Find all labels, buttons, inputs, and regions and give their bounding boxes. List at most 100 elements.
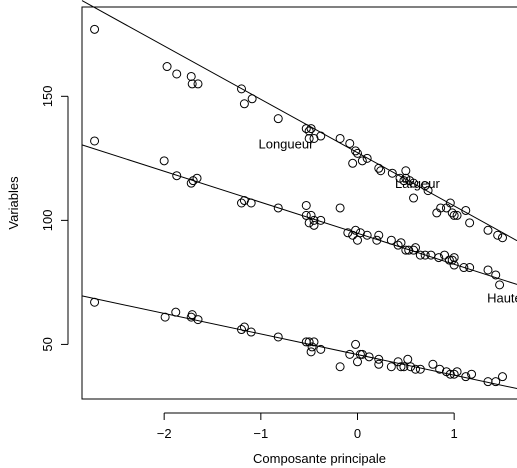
data-point xyxy=(449,210,459,220)
data-point xyxy=(449,369,459,379)
data-point xyxy=(428,359,438,369)
data-point xyxy=(316,131,326,141)
x-tick-label: −1 xyxy=(253,426,268,441)
chart-marks: Longueur Largeur Haute xyxy=(81,0,517,390)
data-point xyxy=(193,315,203,325)
data-point xyxy=(90,24,100,34)
data-point xyxy=(498,233,507,243)
data-point xyxy=(187,79,197,89)
data-point xyxy=(172,69,182,79)
data-point xyxy=(420,250,430,260)
data-point xyxy=(301,124,311,134)
data-point xyxy=(351,146,361,156)
data-point xyxy=(247,94,257,104)
data-point xyxy=(445,198,455,208)
data-point xyxy=(465,218,475,228)
data-point xyxy=(353,235,362,245)
data-point xyxy=(374,163,384,173)
data-point xyxy=(372,235,382,245)
data-point xyxy=(351,225,361,235)
data-point xyxy=(393,357,403,367)
y-tick-label: 100 xyxy=(40,210,55,232)
data-point xyxy=(434,253,444,263)
data-point xyxy=(304,218,314,228)
data-point xyxy=(237,198,246,208)
data-point xyxy=(465,263,475,273)
data-point xyxy=(239,99,249,109)
x-tick-label: −2 xyxy=(157,426,172,441)
data-point xyxy=(447,255,457,265)
data-point xyxy=(467,369,477,379)
regression-line xyxy=(81,295,517,390)
data-point xyxy=(399,176,409,186)
data-point xyxy=(306,210,316,220)
data-point xyxy=(309,220,319,230)
data-point xyxy=(387,168,397,178)
data-point xyxy=(483,225,493,235)
data-point xyxy=(406,362,416,372)
data-point xyxy=(304,126,314,136)
data-point xyxy=(316,344,326,354)
data-point xyxy=(447,208,457,218)
data-point xyxy=(444,255,454,265)
data-point xyxy=(345,349,355,359)
data-point xyxy=(403,354,413,364)
data-point xyxy=(420,181,430,191)
data-point xyxy=(396,238,406,248)
x-tick-label: 0 xyxy=(354,426,361,441)
series-label: Longueur xyxy=(258,136,314,151)
data-point xyxy=(306,124,316,134)
data-point xyxy=(374,359,384,369)
data-point xyxy=(426,250,436,260)
y-tick-label: 50 xyxy=(40,337,55,351)
data-point xyxy=(493,230,503,240)
data-point xyxy=(491,270,501,280)
data-point xyxy=(171,307,181,317)
data-point xyxy=(193,79,203,89)
data-point xyxy=(364,352,374,362)
y-axis-title: Variables xyxy=(6,176,21,230)
data-point xyxy=(409,245,419,255)
data-point xyxy=(309,337,319,347)
data-point xyxy=(159,156,169,166)
series-label: Largeur xyxy=(395,176,440,191)
data-point xyxy=(237,84,246,94)
data-point xyxy=(273,203,283,213)
data-point xyxy=(461,205,471,215)
data-point xyxy=(353,148,362,158)
regression-line xyxy=(81,0,517,242)
regression-line xyxy=(81,144,517,285)
data-point xyxy=(411,364,420,374)
data-point xyxy=(498,372,507,382)
data-point xyxy=(440,250,449,260)
data-point xyxy=(483,265,493,275)
data-point xyxy=(351,339,361,349)
data-point xyxy=(436,203,446,213)
data-point xyxy=(345,138,355,148)
data-point xyxy=(449,260,459,270)
data-point xyxy=(386,362,396,372)
data-point xyxy=(304,133,314,143)
plot-area xyxy=(81,6,517,400)
data-point xyxy=(187,310,197,320)
data-point xyxy=(409,178,419,188)
x-axis-title: Composante principale xyxy=(253,451,386,466)
data-point xyxy=(415,250,425,260)
data-point xyxy=(237,325,246,335)
data-point xyxy=(172,171,182,181)
data-point xyxy=(239,322,249,332)
x-axis: −2 −1 0 1 xyxy=(157,412,458,441)
data-point xyxy=(160,312,170,322)
data-point xyxy=(461,372,471,382)
data-point xyxy=(374,230,384,240)
data-point xyxy=(376,166,386,176)
data-point xyxy=(301,200,311,210)
data-point xyxy=(357,156,367,166)
data-point xyxy=(409,193,419,203)
data-point xyxy=(449,253,459,263)
data-point xyxy=(192,173,202,183)
data-point xyxy=(307,342,317,352)
data-point xyxy=(362,230,372,240)
data-point xyxy=(423,186,433,196)
